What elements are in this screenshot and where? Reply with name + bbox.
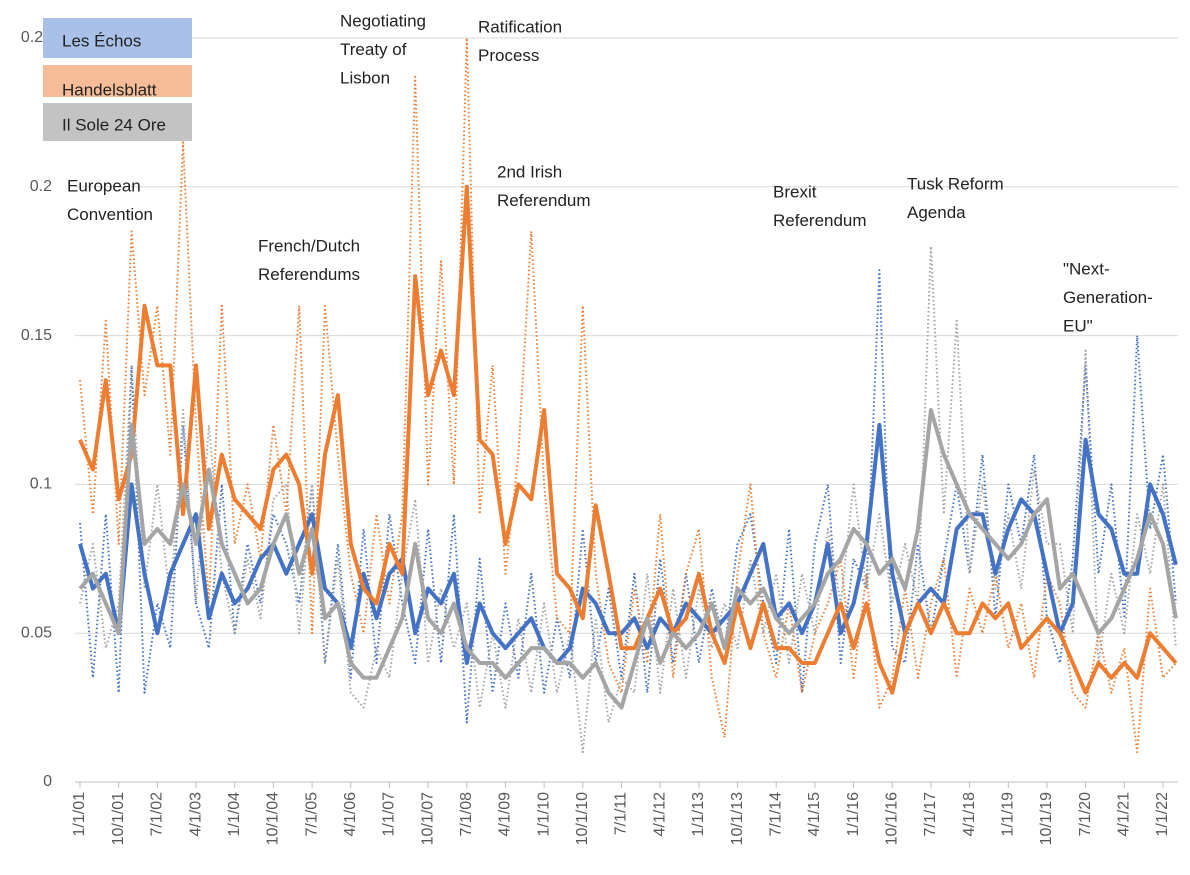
annotation: Negotiating (340, 11, 426, 30)
x-tick-label: 10/1/16 (883, 792, 900, 845)
x-tick-label: 1/1/10 (535, 792, 552, 837)
annotation: Convention (67, 205, 153, 224)
x-tick-label: 10/1/13 (729, 792, 746, 845)
annotation: Generation- (1063, 288, 1153, 307)
legend-swatch (43, 103, 192, 141)
x-tick-label: 1/1/19 (1000, 792, 1017, 837)
x-tick-label: 4/1/06 (342, 792, 359, 837)
x-tick-label: 7/1/05 (303, 792, 320, 837)
x-tick-label: 10/1/04 (265, 792, 282, 845)
x-tick-label: 1/1/16 (845, 792, 862, 837)
x-tick-label: 4/1/18 (961, 792, 978, 837)
annotation: 2nd Irish (497, 162, 562, 181)
x-tick-label: 7/1/08 (458, 792, 475, 837)
annotation: Ratification (478, 17, 562, 36)
x-tick-label: 1/1/01 (71, 792, 88, 837)
y-tick-label: 0.15 (21, 327, 52, 344)
x-tick-label: 7/1/14 (767, 792, 784, 837)
x-tick-label: 1/1/22 (1154, 792, 1171, 837)
legend-label: Il Sole 24 Ore (62, 115, 166, 134)
annotation: French/Dutch (258, 236, 360, 255)
annotation: Referendums (258, 265, 360, 284)
x-tick-label: 10/1/01 (110, 792, 127, 845)
x-tick-label: 1/1/07 (381, 792, 398, 837)
y-tick-label: 0.05 (21, 624, 52, 641)
x-tick-label: 4/1/15 (806, 792, 823, 837)
annotation: European (67, 176, 141, 195)
x-tick-label: 4/1/09 (497, 792, 514, 837)
annotation: Tusk Reform (907, 174, 1004, 193)
x-tick-label: 7/1/20 (1077, 792, 1094, 837)
x-tick-label: 10/1/07 (419, 792, 436, 845)
x-tick-label: 4/1/21 (1116, 792, 1133, 837)
annotation: Referendum (497, 191, 591, 210)
annotation: Lisbon (340, 68, 390, 87)
x-tick-label: 1/1/13 (690, 792, 707, 837)
annotation: Agenda (907, 203, 966, 222)
annotation: EU" (1063, 316, 1093, 335)
y-tick-label: 0.1 (30, 476, 52, 493)
annotation: Treaty of (340, 40, 407, 59)
x-tick-label: 10/1/10 (574, 792, 591, 845)
y-tick-label: 0 (43, 773, 52, 790)
y-tick-label: 0.2 (30, 178, 52, 195)
annotation: Referendum (773, 211, 867, 230)
x-tick-label: 7/1/17 (922, 792, 939, 837)
annotation: Process (478, 46, 539, 65)
legend-swatch (43, 65, 192, 97)
annotation: "Next- (1063, 259, 1110, 278)
x-tick-label: 4/1/03 (187, 792, 204, 837)
legend-label: Handelsblatt (62, 80, 157, 99)
smoothed-line (78, 408, 1178, 710)
x-tick-label: 7/1/02 (149, 792, 166, 837)
smoothed-line (78, 184, 1178, 695)
x-tick-label: 1/1/04 (226, 792, 243, 837)
smoothed-line (78, 422, 1178, 665)
raw-line (79, 37, 1177, 754)
legend-swatch (43, 18, 192, 58)
x-tick-label: 10/1/19 (1038, 792, 1055, 845)
x-tick-label: 4/1/12 (651, 792, 668, 837)
legend-label: Les Échos (62, 31, 141, 50)
annotation: Brexit (773, 182, 817, 201)
x-tick-label: 7/1/11 (613, 792, 630, 835)
